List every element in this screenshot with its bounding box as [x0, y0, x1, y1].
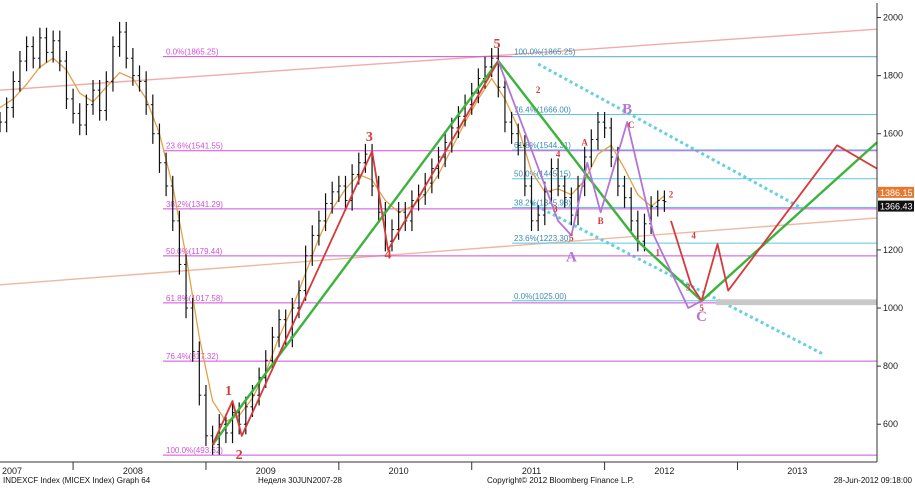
wave-label-2: 3 [366, 130, 373, 145]
wave-label-10: A [581, 137, 588, 147]
y-tick-label-0: 600 [883, 419, 898, 429]
fib-major-label-2: 61.8%(1017.58) [166, 294, 223, 303]
x-year-label-1: 2008 [123, 466, 143, 476]
wave-label-18: 3 [686, 283, 691, 293]
x-year-label-3: 2010 [389, 466, 409, 476]
footer-security: INDEXCF Index (MICEX Index) Graph 64 [3, 476, 151, 485]
trend-line-cyan-channel-top [537, 62, 805, 211]
wave-path-purple-correction [497, 60, 703, 309]
wave-label-8: 2 [536, 85, 541, 95]
wave-label-9: 4 [556, 149, 561, 159]
fib-major-label-5: 23.6%(1541.55) [166, 142, 223, 151]
y-tick-label-2: 1000 [883, 303, 903, 313]
footer-period: Неделя 30JUN2007-28 [258, 476, 342, 485]
fib-major-label-4: 38.2%(1341.29) [166, 200, 223, 209]
wave-label-19: 5 [699, 303, 704, 313]
wave-label-16: 4 [691, 230, 696, 240]
wave-label-6: B [622, 101, 632, 117]
footer-copyright: Copyright© 2012 Bloomberg Finance L.P. [487, 476, 634, 485]
wave-label-3: 4 [385, 248, 392, 263]
target-zone [716, 299, 877, 306]
wave-paths-layer [211, 59, 878, 446]
y-tick-label-6: 1800 [883, 71, 903, 81]
footer-timestamp: 28-Jun-2012 09:18:00 [834, 476, 913, 485]
fib-minor-label-5: 76.4%(1666.00) [514, 106, 571, 115]
fib-minor-label-6: 100.0%(1865.25) [514, 48, 576, 57]
wave-path-red-impulse [211, 60, 500, 445]
wave-label-1: 2 [236, 448, 243, 463]
wave-label-12: 5 [569, 233, 574, 243]
wave-label-11: 3 [553, 204, 558, 214]
fib-minor-label-0: 0.0%(1025.00) [514, 292, 567, 301]
fib-major-label-3: 50.0%(1179.44) [166, 247, 223, 256]
wave-label-7: C [696, 309, 707, 325]
wave-label-13: B [598, 216, 604, 226]
wave-label-5: A [566, 250, 577, 266]
price-layer [0, 21, 667, 455]
fib-minor-label-4: 61.8%(1544.31) [514, 141, 571, 150]
axes-layer: 6008001000120014001600180020002007200820… [0, 3, 903, 476]
last-price-box-1 [878, 200, 914, 212]
footer-layer: INDEXCF Index (MICEX Index) Graph 64 Нед… [3, 476, 913, 485]
last-price-label-1: 1366.43 [880, 202, 913, 212]
fib-major-label-0: 100.0%(493.62) [166, 446, 223, 455]
last-price-label-0: 1386.15 [880, 188, 913, 198]
y-tick-label-7: 2000 [883, 13, 903, 23]
trend-line-salmon-lower [0, 217, 878, 286]
fib-major-label-6: 0.0%(1865.25) [166, 48, 219, 57]
fib-minor-label-2: 38.2%(1345.98) [514, 199, 571, 208]
x-year-label-0: 2007 [2, 466, 22, 476]
last-price-layer: 1386.15 1366.43 [878, 186, 914, 212]
y-tick-label-1: 800 [883, 361, 898, 371]
wave-label-0: 1 [225, 384, 232, 399]
wave-label-14: C [628, 120, 635, 130]
x-year-label-5: 2012 [654, 466, 674, 476]
x-year-label-4: 2011 [522, 466, 541, 476]
x-year-label-2: 2009 [256, 466, 276, 476]
fibonacci-layer: 100.0%(493.62)76.4%(817.32)61.8%(1017.58… [163, 48, 877, 456]
wave-label-15: 2 [669, 190, 674, 200]
y-tick-label-5: 1600 [883, 129, 903, 139]
wave-path-red-projection [670, 144, 878, 302]
wave-label-4: 5 [493, 37, 500, 52]
fib-minor-label-1: 23.6%(1223.30) [514, 234, 571, 243]
x-year-label-6: 2013 [787, 466, 807, 476]
y-tick-label-3: 1200 [883, 245, 903, 255]
fib-minor-label-3: 50.0%(1445.15) [514, 170, 571, 179]
wave-label-17: 1 [656, 248, 661, 258]
last-price-box-0 [878, 186, 914, 198]
